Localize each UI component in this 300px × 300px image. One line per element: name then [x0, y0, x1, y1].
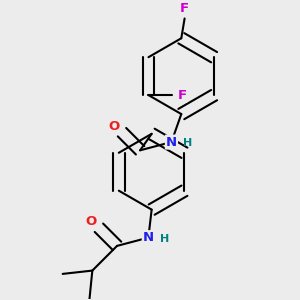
Text: H: H — [183, 138, 192, 148]
Text: H: H — [160, 234, 169, 244]
Text: N: N — [166, 136, 177, 148]
Text: F: F — [178, 88, 187, 102]
Text: O: O — [85, 215, 97, 228]
Text: N: N — [143, 231, 154, 244]
Text: F: F — [180, 2, 189, 15]
Text: O: O — [109, 120, 120, 133]
